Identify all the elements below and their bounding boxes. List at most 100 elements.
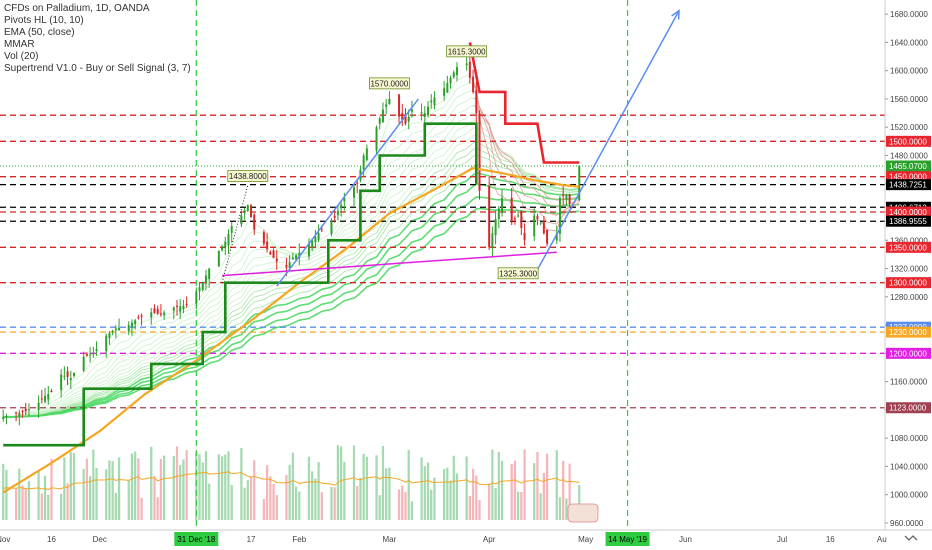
price-label-tag — [886, 160, 931, 172]
volume-bar — [385, 468, 388, 520]
volume-bar — [333, 487, 336, 520]
pivot-label-text: 1325.3000 — [499, 269, 537, 278]
price-tick-label: 1280.0000 — [890, 293, 928, 302]
candle-body — [307, 243, 310, 257]
volume-bar — [63, 457, 66, 520]
candle-body — [179, 306, 182, 312]
candle-body — [353, 187, 355, 198]
candle-body — [558, 197, 561, 234]
price-label-text: 1400.0000 — [889, 208, 927, 217]
price-label-text: 1200.0000 — [889, 349, 927, 358]
volume-bar — [520, 491, 523, 520]
candle-body — [208, 268, 211, 280]
mmar-line — [3, 196, 580, 418]
volume-bar — [378, 495, 381, 520]
volume-bar — [185, 450, 188, 520]
tradingview-logo — [567, 503, 927, 548]
candle-body — [520, 211, 523, 228]
volume-bar — [60, 493, 63, 520]
volume-bar — [198, 454, 201, 520]
candle-body — [375, 127, 378, 151]
trendline — [222, 251, 557, 277]
volume-bar — [50, 458, 53, 520]
candle-body — [443, 88, 446, 96]
volume-bar — [545, 453, 549, 520]
volume-bar — [159, 458, 163, 520]
volume-bar — [475, 475, 478, 520]
price-tick-label: 1080.0000 — [890, 434, 928, 443]
volume-bar — [356, 485, 359, 520]
volume-bar — [536, 451, 539, 520]
price-label-text: 1465.0700 — [889, 162, 927, 171]
pivot-label-text: 1438.8000 — [229, 172, 267, 181]
candle-body — [578, 166, 581, 201]
price-tick-label: 1520.0000 — [890, 123, 928, 132]
mmar-line — [3, 207, 580, 418]
price-tick-label: 1040.0000 — [890, 462, 928, 471]
volume-bar — [227, 451, 230, 520]
candle-body — [82, 356, 85, 371]
volume-bar — [488, 483, 491, 520]
volume-bar — [314, 478, 317, 520]
time-tick-label: Nov — [0, 535, 10, 544]
candle-body — [555, 233, 558, 241]
volume-bar — [117, 457, 121, 520]
time-marker-tag — [174, 532, 219, 546]
volume-bar — [381, 446, 385, 520]
candle-body — [491, 233, 494, 248]
volume-bar — [433, 477, 436, 520]
price-label-text: 1230.0000 — [889, 328, 927, 337]
supertrend-down-line — [468, 42, 580, 164]
volume-bar — [362, 453, 365, 520]
volume-bar — [69, 452, 72, 520]
volume-bars — [2, 445, 581, 520]
volume-bar — [523, 449, 526, 520]
price-label-tag — [886, 347, 931, 359]
price-label-text: 1450.0000 — [889, 173, 927, 182]
time-tick-label: 16 — [826, 535, 835, 544]
volume-bar — [558, 497, 562, 520]
volume-bar — [430, 489, 433, 520]
volume-bar — [127, 479, 130, 520]
volume-bar — [298, 491, 301, 520]
candle-body — [185, 304, 188, 306]
volume-bar — [465, 456, 468, 520]
candle-body — [365, 148, 368, 161]
volume-bar — [491, 449, 494, 520]
candle-body — [18, 412, 21, 417]
volume-ma-line — [3, 471, 580, 491]
volume-bar — [307, 456, 311, 520]
pivot-label-box — [497, 267, 539, 280]
candle-body — [536, 216, 539, 220]
candle-body — [533, 215, 536, 237]
time-tick-label: Feb — [292, 535, 306, 544]
candle-body — [108, 333, 111, 339]
candle-body — [105, 335, 108, 352]
volume-bar — [455, 473, 459, 520]
candle-body — [311, 240, 314, 248]
volume-bar — [92, 449, 95, 520]
volume-bar — [172, 456, 175, 520]
volume-bar — [105, 469, 108, 520]
candle-body — [24, 408, 27, 412]
volume-bar — [43, 475, 47, 520]
candle-body — [404, 116, 407, 124]
time-marker-tag — [605, 532, 650, 546]
volume-bar — [446, 467, 449, 520]
indicator-lines — [2, 42, 580, 494]
candle-body — [446, 83, 449, 93]
volume-bar — [423, 466, 426, 520]
candle-body — [262, 232, 265, 244]
volume-bar — [359, 477, 362, 520]
candle-body — [385, 104, 388, 107]
trendline — [276, 98, 419, 287]
volume-bar — [407, 449, 410, 520]
time-tick-label: Jun — [679, 535, 692, 544]
candle-body — [523, 232, 526, 241]
price-label-tag — [886, 206, 931, 218]
candle-body — [497, 208, 500, 220]
candle-body — [156, 308, 159, 314]
trendline-arrowhead — [671, 9, 680, 20]
